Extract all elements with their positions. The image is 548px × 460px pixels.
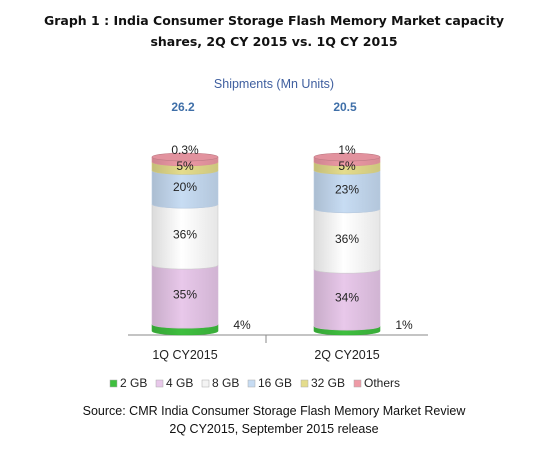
category-label-1: 1Q CY2015 bbox=[152, 348, 217, 362]
legend-label-16-gb: 16 GB bbox=[258, 376, 292, 390]
bar-top-cap-2 bbox=[313, 152, 381, 162]
source-line-1: Source: CMR India Consumer Storage Flash… bbox=[82, 404, 466, 418]
data-label-2-2-gb: 1% bbox=[395, 318, 413, 332]
chart-title-line-1: Graph 1 : India Consumer Storage Flash M… bbox=[44, 13, 504, 28]
data-label-1-32-gb: 5% bbox=[176, 159, 194, 173]
legend-swatch-4-gb bbox=[155, 379, 164, 388]
data-label-1-16-gb: 20% bbox=[173, 180, 197, 194]
source-line-2: 2Q CY2015, September 2015 release bbox=[169, 422, 379, 436]
data-label-1-2-gb: 4% bbox=[233, 318, 251, 332]
data-label-1-4-gb: 35% bbox=[173, 288, 197, 302]
data-label-2-32-gb: 5% bbox=[338, 159, 356, 173]
legend-label-8-gb: 8 GB bbox=[212, 376, 239, 390]
total-label-1: 26.2 bbox=[171, 100, 195, 114]
chart-subtitle: Shipments (Mn Units) bbox=[214, 77, 334, 91]
data-label-2-4-gb: 34% bbox=[335, 291, 359, 305]
data-label-1-others: 0.3% bbox=[171, 143, 199, 157]
legend-swatch-8-gb bbox=[201, 379, 210, 388]
data-label-2-8-gb: 36% bbox=[335, 232, 359, 246]
legend-swatch-others bbox=[353, 379, 362, 388]
category-label-2: 2Q CY2015 bbox=[314, 348, 379, 362]
chart-title: Graph 1 : India Consumer Storage Flash M… bbox=[0, 10, 548, 52]
data-label-1-8-gb: 36% bbox=[173, 228, 197, 242]
source-note: Source: CMR India Consumer Storage Flash… bbox=[0, 402, 548, 438]
legend-swatch-32-gb bbox=[300, 379, 309, 388]
legend-label-2-gb: 2 GB bbox=[120, 376, 147, 390]
legend-label-4-gb: 4 GB bbox=[166, 376, 193, 390]
legend-label-32-gb: 32 GB bbox=[311, 376, 345, 390]
legend-swatch-16-gb bbox=[247, 379, 256, 388]
chart-title-line-2: shares, 2Q CY 2015 vs. 1Q CY 2015 bbox=[150, 34, 398, 49]
data-label-2-others: 1% bbox=[338, 143, 356, 157]
stacked-cylinder-chart: Shipments (Mn Units) 4% 35% 36% 20% 5% 0.3% 26.… bbox=[109, 77, 428, 390]
legend-swatch-2-gb bbox=[109, 379, 118, 388]
legend-label-others: Others bbox=[364, 376, 400, 390]
bar-top-cap-1 bbox=[151, 152, 219, 162]
data-label-2-16-gb: 23% bbox=[335, 182, 359, 196]
total-label-2: 20.5 bbox=[333, 100, 357, 114]
